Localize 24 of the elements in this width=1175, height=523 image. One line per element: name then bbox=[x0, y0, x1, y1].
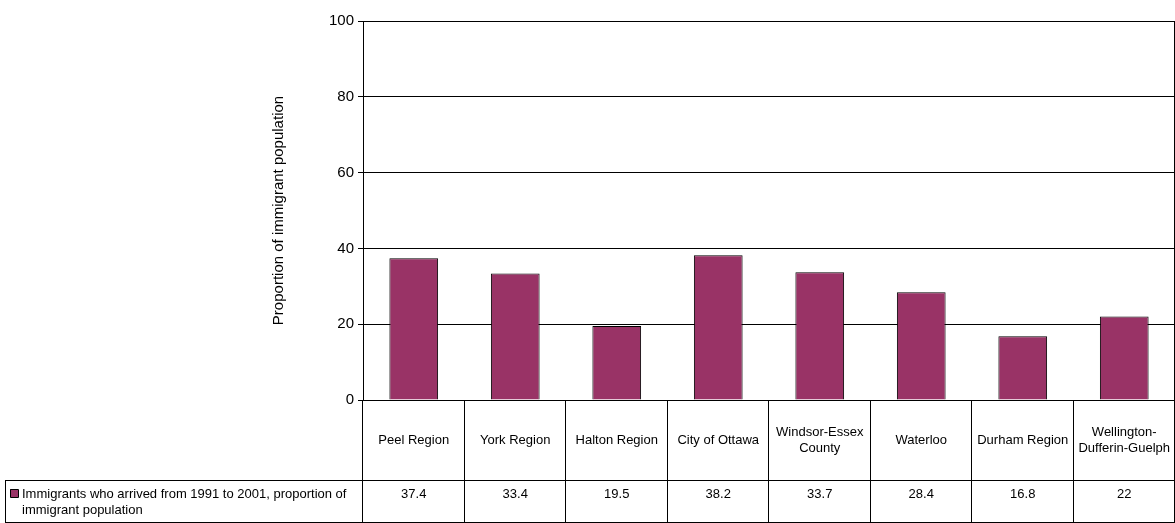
data-label: 37.4 bbox=[401, 485, 427, 501]
data-label: 33.4 bbox=[502, 485, 528, 501]
data-label: 28.4 bbox=[908, 485, 934, 501]
y-tick-label: 0 bbox=[345, 390, 354, 408]
x-tick-label: York Region bbox=[480, 431, 551, 447]
x-tick-label: Waterloo bbox=[895, 431, 948, 447]
x-tick-label: Windsor-Essex County bbox=[776, 423, 864, 455]
x-tick-label: Durham Region bbox=[977, 431, 1069, 447]
y-tick-label: 80 bbox=[337, 86, 354, 104]
x-tick-label: Peel Region bbox=[378, 431, 450, 447]
legend-label: Immigrants who arrived from 1991 to 2001, proportion of immigrant population bbox=[22, 485, 347, 517]
y-tick-label: 100 bbox=[328, 11, 354, 29]
data-label: 19.5 bbox=[604, 485, 630, 501]
y-tick-label: 60 bbox=[337, 162, 354, 180]
x-tick-label: Halton Region bbox=[575, 431, 658, 447]
data-label: 33.7 bbox=[807, 485, 833, 501]
y-axis-title: Proportion of immigrant population bbox=[269, 95, 287, 326]
data-label: 16.8 bbox=[1010, 485, 1036, 501]
x-tick-label: Wellington-Dufferin-Guelph bbox=[1078, 423, 1171, 455]
x-tick-label: City of Ottawa bbox=[677, 431, 760, 447]
y-tick-label: 20 bbox=[337, 314, 354, 332]
data-label: 38.2 bbox=[705, 485, 731, 501]
y-tick-label: 40 bbox=[337, 238, 354, 256]
data-label: 22 bbox=[1117, 485, 1132, 501]
